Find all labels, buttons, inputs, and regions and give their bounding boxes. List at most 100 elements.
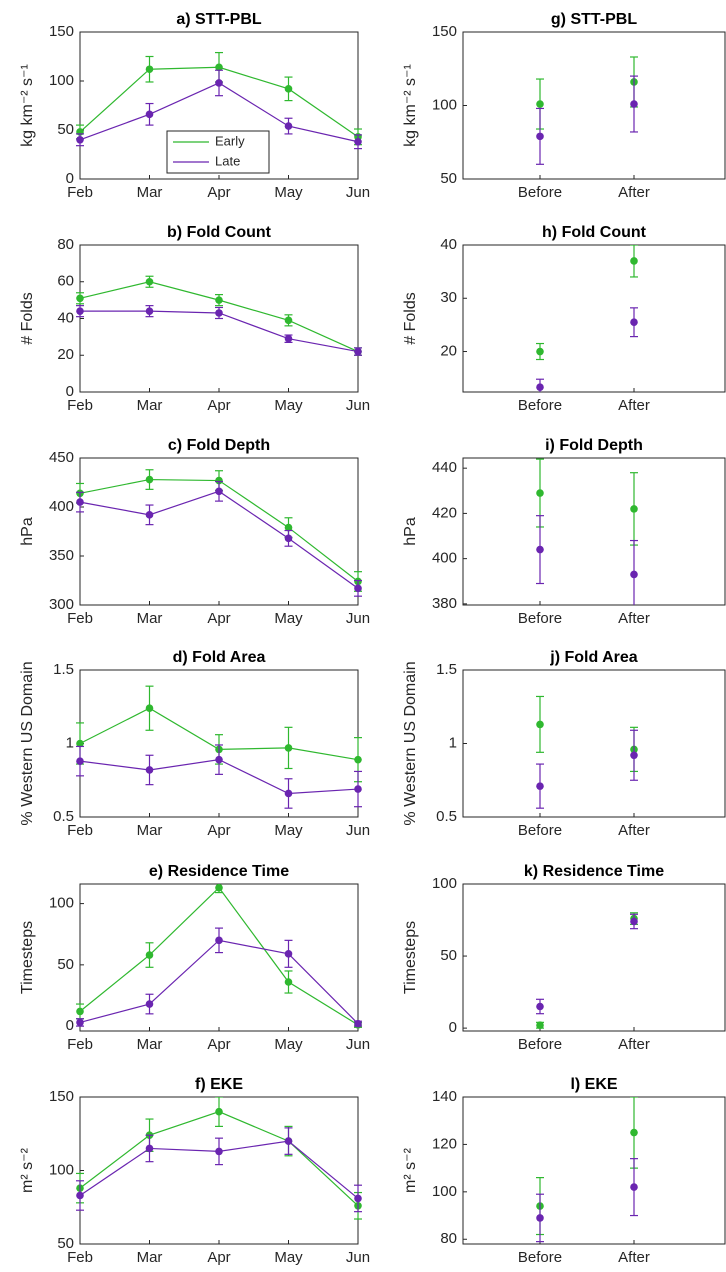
marks	[76, 51, 362, 150]
axes-box	[462, 1096, 726, 1245]
axes-box	[79, 883, 359, 1032]
x-tick-label: Jun	[346, 1036, 370, 1053]
panel: a) STT-PBL kg km⁻² s⁻¹ 0 50 100 150 Feb Mar Apr M…	[19, 11, 370, 201]
panel-title: e) Residence Time	[149, 863, 289, 880]
data-point	[215, 936, 223, 945]
marks	[536, 245, 638, 392]
data-point	[536, 1021, 544, 1030]
axes-box	[462, 669, 726, 818]
data-point	[145, 110, 154, 119]
legend: Early Late	[166, 130, 270, 174]
axes-box	[462, 244, 726, 393]
legend-box	[166, 130, 270, 174]
data-point	[215, 755, 223, 764]
y-tick-label: 20	[440, 342, 457, 359]
data-point	[76, 136, 84, 144]
data-point	[145, 511, 154, 519]
data-point	[354, 785, 362, 793]
x-tick-label: Before	[518, 184, 562, 201]
y-axis-label: % Western US Domain	[19, 661, 36, 825]
data-point	[630, 100, 638, 108]
data-point	[76, 498, 84, 506]
data-point	[536, 782, 544, 790]
data-point	[145, 766, 154, 774]
y-tick-label: 50	[440, 170, 457, 187]
marks	[536, 695, 638, 809]
y-tick-label: 60	[57, 273, 74, 290]
y-tick-label: 0.5	[53, 808, 74, 825]
x-tick-label: After	[618, 1249, 650, 1266]
x-tick-label: Apr	[207, 1249, 230, 1266]
data-point	[145, 704, 154, 713]
data-point	[630, 570, 638, 579]
data-point	[536, 1214, 544, 1222]
panel-title: d) Fold Area	[173, 649, 266, 666]
x-tick-label: Feb	[67, 1036, 93, 1053]
data-point	[215, 63, 223, 72]
panel-title: b) Fold Count	[167, 224, 272, 241]
x-tick-label: May	[274, 610, 303, 627]
x-tick-label: Feb	[67, 397, 93, 414]
marks	[536, 912, 638, 1030]
x-tick-label: Before	[518, 397, 562, 414]
x-tick-label: Before	[518, 610, 562, 627]
y-tick-label: 350	[49, 547, 74, 564]
data-point	[536, 720, 544, 729]
data-point	[284, 316, 293, 325]
x-tick-label: May	[274, 1249, 303, 1266]
marks	[76, 1097, 362, 1220]
x-tick-label: May	[274, 822, 303, 839]
x-tick-label: Apr	[207, 610, 230, 627]
data-point	[284, 122, 293, 130]
axes-box	[462, 31, 726, 180]
panel: k) Residence Time Timesteps 0 50 100 Before Af…	[402, 863, 726, 1053]
y-tick-label: 380	[432, 595, 457, 612]
y-tick-label: 100	[432, 96, 457, 113]
data-point	[630, 1183, 638, 1191]
data-point	[354, 347, 362, 356]
x-tick-label: Jun	[346, 610, 370, 627]
y-tick-label: 0	[449, 1019, 457, 1036]
marks	[76, 469, 362, 597]
data-point	[536, 545, 544, 554]
panel: j) Fold Area % Western US Domain 0.5 1 1.5 Be…	[402, 649, 726, 839]
y-tick-label: 400	[49, 498, 74, 515]
axes-box	[462, 883, 726, 1032]
data-point	[284, 334, 293, 343]
x-tick-label: Before	[518, 1036, 562, 1053]
legend-label: Late	[215, 153, 240, 168]
data-point	[630, 505, 638, 513]
y-axis-label: # Folds	[19, 292, 36, 344]
data-point	[145, 475, 154, 484]
data-point	[76, 307, 84, 315]
y-tick-label: 440	[432, 459, 457, 476]
data-point	[630, 751, 638, 760]
y-tick-label: 400	[432, 550, 457, 567]
y-tick-label: 30	[440, 289, 457, 306]
panel: d) Fold Area % Western US Domain 0.5 1 1.5 Fe…	[19, 649, 370, 839]
y-tick-label: 140	[432, 1088, 457, 1105]
y-axis-label: kg km⁻² s⁻¹	[402, 64, 419, 147]
marks	[536, 56, 638, 165]
data-point	[284, 950, 293, 958]
y-tick-label: 1.5	[53, 661, 74, 678]
y-tick-label: 1	[449, 734, 457, 751]
x-tick-label: Jun	[346, 397, 370, 414]
data-point	[536, 132, 544, 141]
x-tick-label: Feb	[67, 1249, 93, 1266]
data-point	[354, 1194, 362, 1203]
y-tick-label: 50	[57, 1235, 74, 1252]
x-tick-label: Jun	[346, 184, 370, 201]
x-tick-label: May	[274, 397, 303, 414]
panel: g) STT-PBL kg km⁻² s⁻¹ 50 100 150 Before After	[402, 11, 726, 201]
data-point	[76, 757, 84, 765]
y-tick-label: 300	[49, 596, 74, 613]
panel-title: j) Fold Area	[549, 649, 638, 666]
legend-label: Early	[215, 133, 245, 148]
data-point	[630, 917, 638, 926]
panel: e) Residence Time Timesteps 0 50 100 Feb Mar Ap…	[19, 863, 370, 1053]
data-point	[536, 347, 544, 356]
data-point	[284, 85, 293, 93]
data-point	[284, 1137, 293, 1145]
data-point	[215, 309, 223, 317]
